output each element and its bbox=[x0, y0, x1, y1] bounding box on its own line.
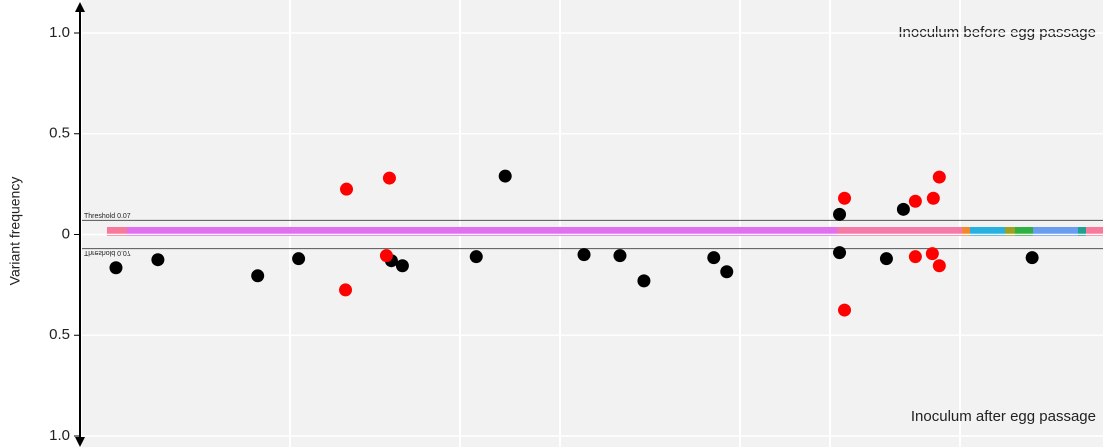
point bbox=[932, 170, 946, 184]
point bbox=[838, 303, 852, 317]
point bbox=[908, 194, 922, 208]
y-tick-label: 1.0 bbox=[49, 24, 70, 41]
threshold-label: Threshold 0.07 bbox=[84, 213, 131, 220]
y-axis-title: Variant frequency bbox=[7, 177, 23, 286]
point bbox=[707, 251, 721, 265]
y-tick-label: 0 bbox=[62, 225, 70, 242]
threshold-label: Threshold 0.07 bbox=[84, 249, 131, 256]
point bbox=[251, 269, 265, 283]
point bbox=[896, 202, 910, 216]
point bbox=[498, 169, 512, 183]
vertical-grid bbox=[289, 0, 961, 447]
point bbox=[926, 191, 940, 205]
point bbox=[879, 252, 893, 266]
point bbox=[109, 261, 123, 275]
point bbox=[838, 191, 852, 205]
point bbox=[908, 250, 922, 264]
axis-arrow-down bbox=[75, 437, 85, 447]
point bbox=[469, 250, 483, 264]
point bbox=[720, 265, 734, 279]
point bbox=[339, 283, 353, 297]
point bbox=[637, 274, 651, 288]
point bbox=[932, 259, 946, 273]
axis-arrow-up bbox=[75, 2, 85, 12]
point bbox=[340, 182, 354, 196]
point bbox=[151, 253, 165, 267]
point bbox=[833, 246, 847, 260]
annotation: Inoculum after egg passage bbox=[911, 408, 1096, 425]
y-tick-label: 0.5 bbox=[49, 125, 70, 142]
point bbox=[833, 207, 847, 221]
point bbox=[577, 248, 591, 262]
y-tick-label: 0.5 bbox=[49, 326, 70, 343]
point bbox=[382, 171, 396, 185]
genome-band bbox=[107, 227, 1103, 236]
y-tick-label: 1.0 bbox=[49, 427, 70, 444]
point bbox=[395, 259, 409, 273]
point bbox=[1025, 251, 1039, 265]
plot-background bbox=[82, 0, 1103, 447]
point bbox=[379, 249, 393, 263]
point bbox=[925, 247, 939, 261]
point bbox=[613, 249, 627, 263]
point bbox=[292, 252, 306, 266]
